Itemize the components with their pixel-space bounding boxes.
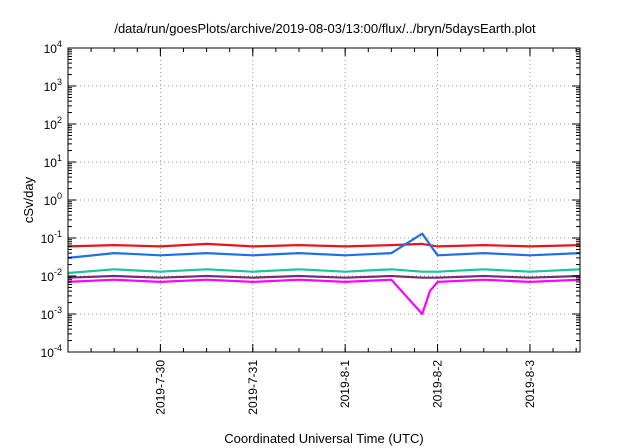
x-tick-label: 2019-8-1 <box>338 360 352 408</box>
y-tick-label: 103 <box>44 77 62 94</box>
series-layer <box>67 232 581 316</box>
y-tick-label: 100 <box>44 191 62 208</box>
y-tick-label: 10-1 <box>41 229 62 246</box>
series-line-1 <box>67 242 581 248</box>
y-tick-label: 10-4 <box>41 343 62 360</box>
y-tick-label: 10-2 <box>41 267 62 284</box>
series-line-4 <box>67 274 581 279</box>
series-line-5 <box>67 278 581 316</box>
grid-layer <box>68 48 580 352</box>
x-tick-label: 2019-8-2 <box>431 360 445 408</box>
x-tick-label: 2019-7-31 <box>246 360 260 415</box>
y-tick-layer: 10-4 10-3 10-2 10-1 100 101 102 103 104 <box>41 39 580 360</box>
x-axis-label: Coordinated Universal Time (UTC) <box>224 431 423 446</box>
y-tick-label: 10-3 <box>41 305 62 322</box>
series-line-3 <box>67 268 581 275</box>
series-line-2 <box>67 232 581 259</box>
y-axis-label: cSv/day <box>21 176 36 223</box>
x-tick-label: 2019-7-30 <box>153 360 167 415</box>
x-tick-layer: 2019-7-30 2019-7-31 2019-8-1 2019-8-2 2019-8… <box>67 48 577 415</box>
y-tick-label: 102 <box>44 115 62 132</box>
y-tick-label: 104 <box>44 39 62 56</box>
y-tick-label: 101 <box>44 153 62 170</box>
x-tick-label: 2019-8-3 <box>523 360 537 408</box>
chart-title: /data/run/goesPlots/archive/2019-08-03/1… <box>114 21 536 36</box>
